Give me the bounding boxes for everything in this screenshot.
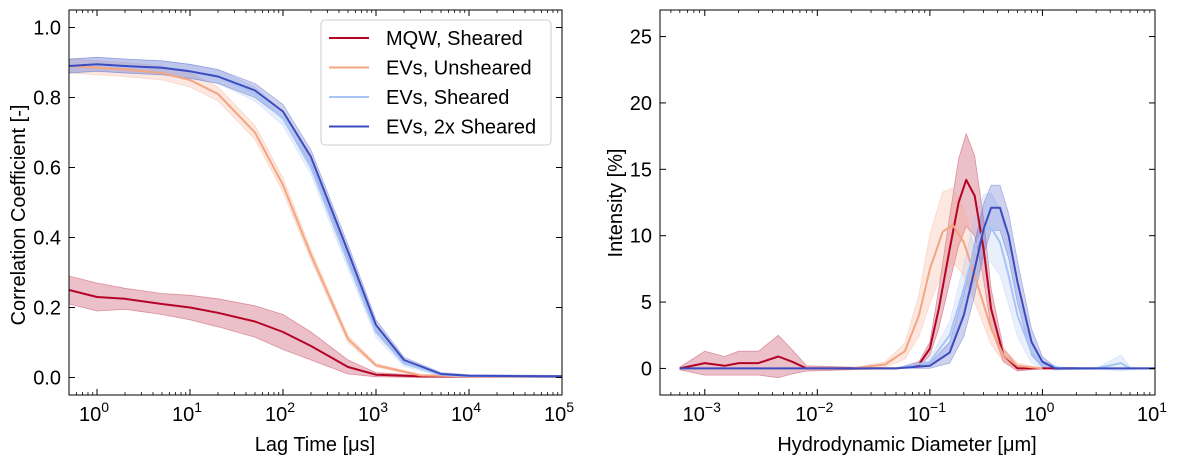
confidence-band xyxy=(69,56,562,378)
series-line xyxy=(69,65,562,378)
confidence-band xyxy=(69,58,562,378)
y-tick-label: 15 xyxy=(630,159,652,181)
y-tick-label: 25 xyxy=(630,27,652,49)
x-tick-label: 101 xyxy=(172,399,202,426)
x-tick-label: 10−1 xyxy=(908,399,946,426)
confidence-band xyxy=(679,184,1155,371)
plot-area xyxy=(69,56,562,378)
legend-label: EVs, 2x Sheared xyxy=(386,117,536,139)
y-tick-label: 1.0 xyxy=(33,18,61,40)
x-tick-label: 101 xyxy=(1137,399,1167,426)
legend-box xyxy=(320,19,552,146)
plot-frame xyxy=(68,9,563,396)
confidence-band xyxy=(69,275,562,378)
legend-label: MQW, Sheared xyxy=(386,28,523,50)
x-axis-label: Lag Time [μs] xyxy=(255,434,375,456)
x-tick-label: 103 xyxy=(358,399,388,426)
plot-frame xyxy=(659,9,1156,396)
series-line xyxy=(679,178,1077,370)
y-tick-label: 0.6 xyxy=(33,158,61,180)
series-line xyxy=(679,206,1155,370)
x-tick-label: 100 xyxy=(79,399,109,426)
y-tick-label: 5 xyxy=(641,292,652,314)
x-axis-label: Hydrodynamic Diameter [μm] xyxy=(777,434,1036,456)
correlation-chart: Lag Time [μs] Correlation Coefficient [-… xyxy=(8,9,574,456)
plot-area xyxy=(679,132,1155,379)
y-tick-label: 20 xyxy=(630,93,652,115)
legend-label: EVs, Sheared xyxy=(386,87,509,109)
intensity-chart: Hydrodynamic Diameter [μm] Intensity [%]… xyxy=(605,9,1167,456)
y-axis-label: Intensity [%] xyxy=(605,149,627,258)
series-line xyxy=(69,289,562,378)
y-tick-label: 10 xyxy=(630,226,652,248)
x-tick-label: 10−3 xyxy=(683,399,721,426)
y-axis-label: Correlation Coefficient [-] xyxy=(8,105,30,326)
x-tick-label: 105 xyxy=(544,399,574,426)
series-line xyxy=(895,226,1155,370)
y-tick-label: 0.4 xyxy=(33,228,61,250)
y-tick-label: 0 xyxy=(641,358,652,380)
series-line xyxy=(851,224,1043,370)
legend: MQW, Sheared EVs, Unsheared EVs, Sheared EV… xyxy=(320,19,552,146)
y-tick-label: 0.0 xyxy=(33,368,61,390)
series-line xyxy=(69,63,562,378)
y-tick-label: 0.8 xyxy=(33,88,61,110)
x-tick-label: 100 xyxy=(1024,399,1054,426)
x-tick-label: 10−2 xyxy=(795,399,833,426)
x-tick-label: 102 xyxy=(265,399,295,426)
y-tick-label: 0.2 xyxy=(33,298,61,320)
x-tick-label: 104 xyxy=(451,399,481,426)
confidence-band xyxy=(69,56,562,378)
legend-label: EVs, Unsheared xyxy=(386,58,532,80)
